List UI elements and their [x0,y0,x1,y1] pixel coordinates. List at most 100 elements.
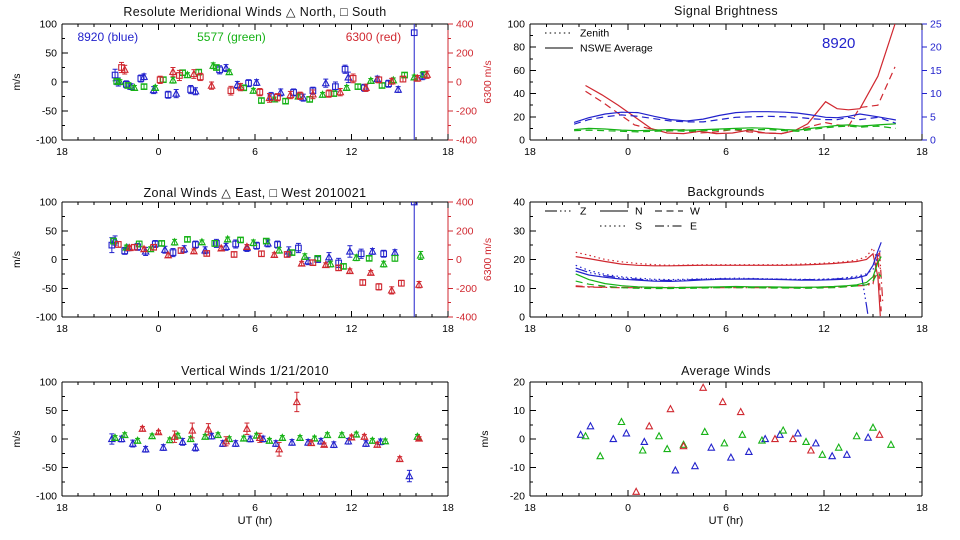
svg-text:S: S [635,221,642,233]
svg-text:400: 400 [456,197,474,209]
svg-text:60: 60 [513,65,525,77]
svg-text:20: 20 [513,111,525,123]
svg-text:0: 0 [51,254,57,266]
svg-text:0: 0 [456,254,462,266]
svg-text:-50: -50 [42,462,57,474]
legend-backgrounds: Z N W S E [545,206,700,233]
svg-text:50: 50 [45,405,57,417]
svg-text:18: 18 [916,502,928,514]
svg-text:UT (hr): UT (hr) [238,515,273,527]
svg-text:m/s: m/s [11,251,23,268]
svg-text:10: 10 [930,88,942,100]
svg-text:0: 0 [156,146,162,158]
legend-signal-brightness: Zenith NSWE Average [545,28,653,55]
svg-text:0: 0 [456,77,462,89]
svg-text:18: 18 [56,502,68,514]
panel-zonal-winds: 18 0 6 12 18-100-50050100m/s-400-20002004006… [11,197,494,336]
title-average-winds: Average Winds [681,364,771,378]
svg-text:18: 18 [524,146,536,158]
svg-text:0: 0 [519,312,525,324]
svg-text:30: 30 [513,225,525,237]
svg-text:200: 200 [456,225,474,237]
svg-text:18: 18 [442,146,454,158]
svg-text:18: 18 [916,323,928,335]
series-6300-S [575,246,882,272]
title-zonal-winds: Zonal Winds △ East, □ West 2010021 [143,186,367,200]
svg-text:6: 6 [252,502,258,514]
series-6300-red [114,241,424,295]
svg-text:20: 20 [513,377,525,389]
svg-text:N: N [635,206,643,218]
panel-vertical-winds: 18 0 6 12 18 UT (hr) -100 -50 0 50 100 m/s [11,377,454,528]
svg-text:6300 m/s: 6300 m/s [482,238,494,281]
svg-text:5: 5 [930,111,936,123]
svg-text:0: 0 [519,135,525,147]
series-6300-red [118,61,432,103]
svg-text:-400: -400 [456,312,477,324]
series-5577-green [110,429,422,445]
svg-text:W: W [690,206,700,218]
axes-average-winds: 18 0 6 12 18 UT (hr) -20 -10 0 10 20 m/s [479,377,928,528]
series-5577-green [113,61,428,105]
svg-text:40: 40 [513,197,525,209]
svg-text:Zenith: Zenith [580,28,609,40]
svg-text:0: 0 [930,135,936,147]
svg-text:-200: -200 [456,283,477,295]
svg-text:-100: -100 [36,491,57,503]
svg-text:0: 0 [625,146,631,158]
svg-text:80: 80 [513,42,525,54]
svg-text:400: 400 [456,19,474,31]
svg-text:40: 40 [513,88,525,100]
svg-text:m/s: m/s [11,431,23,448]
svg-text:0: 0 [156,502,162,514]
svg-text:50: 50 [45,225,57,237]
series-6300-red [632,383,884,495]
series-6300-red [138,391,424,463]
series-6300-N [575,252,881,317]
svg-text:12: 12 [818,323,830,335]
series-5577-zenith [574,125,896,133]
series-8920-Z [575,267,869,317]
series-5577-nswe-avg [574,123,896,132]
svg-text:6: 6 [723,146,729,158]
svg-text:12: 12 [346,502,358,514]
svg-text:100: 100 [39,197,57,209]
series-8920-N [575,242,882,283]
svg-text:0: 0 [156,323,162,335]
svg-text:50: 50 [45,48,57,60]
svg-text:18: 18 [442,502,454,514]
svg-text:m/s: m/s [11,74,23,91]
svg-text:0: 0 [51,434,57,446]
svg-text:12: 12 [818,146,830,158]
svg-text:-50: -50 [42,283,57,295]
svg-text:6: 6 [723,323,729,335]
svg-text:10: 10 [513,405,525,417]
series-5577-N [575,256,882,289]
series-8920-blue [107,431,414,483]
series-6300-W [575,253,882,312]
svg-text:8920 (blue): 8920 (blue) [77,30,138,44]
svg-text:m/s: m/s [479,431,491,448]
svg-text:200: 200 [456,48,474,60]
svg-text:6: 6 [252,146,258,158]
series-8920-nswe-avg [573,111,897,123]
svg-text:0: 0 [51,77,57,89]
svg-text:18: 18 [56,146,68,158]
svg-text:0: 0 [519,434,525,446]
svg-text:-400: -400 [456,135,477,147]
svg-text:-20: -20 [510,491,525,503]
svg-text:8920: 8920 [822,35,855,52]
svg-text:20: 20 [930,42,942,54]
svg-text:UT (hr): UT (hr) [709,515,744,527]
axes-zonal-winds: 18 0 6 12 18-100-50050100m/s-400-20002004006… [11,197,494,336]
svg-text:12: 12 [346,146,358,158]
svg-text:-100: -100 [36,312,57,324]
svg-text:Z: Z [580,206,587,218]
title-backgrounds: Backgrounds [687,185,765,199]
svg-text:0: 0 [625,502,631,514]
svg-text:-50: -50 [42,106,57,118]
